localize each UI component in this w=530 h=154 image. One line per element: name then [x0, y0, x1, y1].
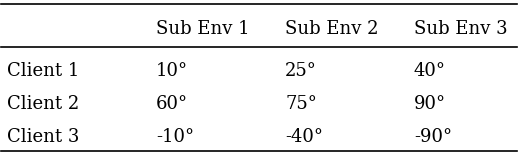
Text: 10°: 10° — [156, 62, 188, 80]
Text: -40°: -40° — [285, 128, 323, 146]
Text: 25°: 25° — [285, 62, 317, 80]
Text: Client 1: Client 1 — [6, 62, 79, 80]
Text: 60°: 60° — [156, 95, 188, 113]
Text: Sub Env 1: Sub Env 1 — [156, 20, 250, 38]
Text: -10°: -10° — [156, 128, 194, 146]
Text: 40°: 40° — [414, 62, 446, 80]
Text: 75°: 75° — [285, 95, 317, 113]
Text: Client 2: Client 2 — [6, 95, 79, 113]
Text: Client 3: Client 3 — [6, 128, 79, 146]
Text: Sub Env 2: Sub Env 2 — [285, 20, 378, 38]
Text: -90°: -90° — [414, 128, 452, 146]
Text: Sub Env 3: Sub Env 3 — [414, 20, 508, 38]
Text: 90°: 90° — [414, 95, 446, 113]
